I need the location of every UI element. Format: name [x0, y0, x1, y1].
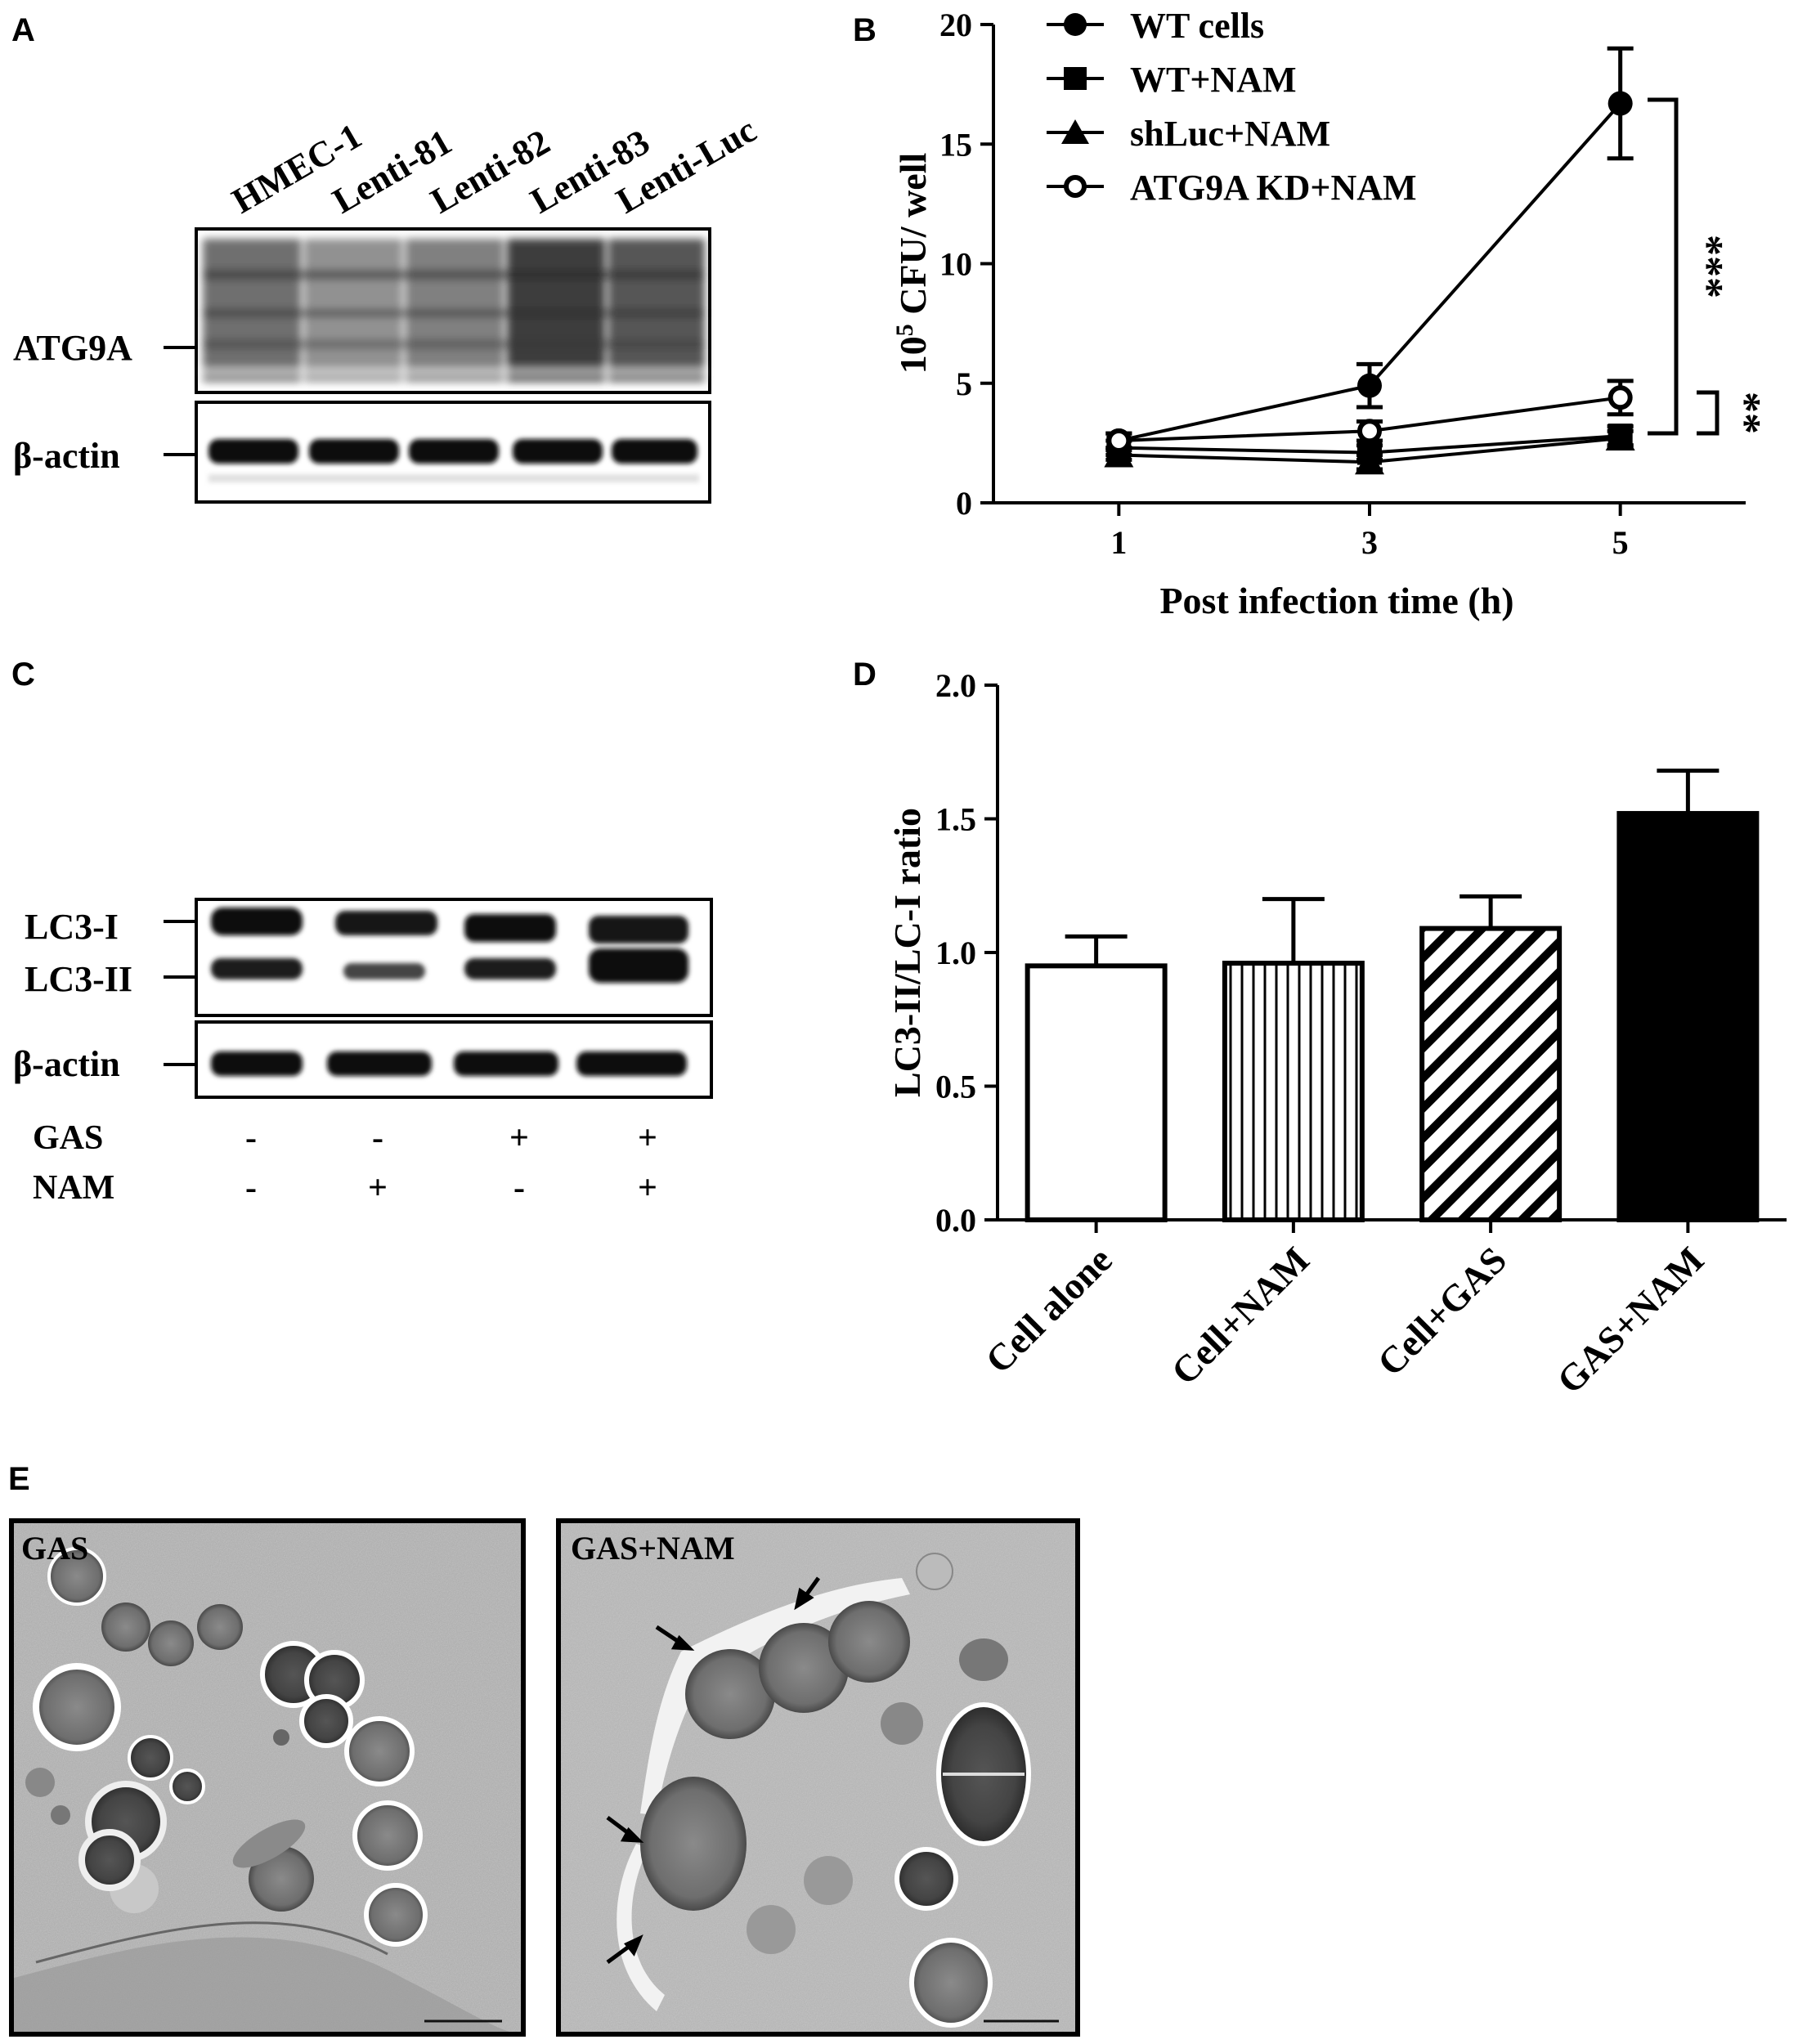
band-label-lc3-ii: LC3-II — [25, 959, 132, 999]
data-point-open-circle — [1607, 385, 1633, 410]
condition-label-nam: NAM — [33, 1169, 114, 1207]
condition-value: - — [372, 1119, 383, 1157]
legend-label: ATG9A KD+NAM — [1130, 168, 1417, 208]
data-point-triangle — [1061, 119, 1089, 144]
legend-label: WT cells — [1130, 6, 1264, 46]
bar — [1025, 963, 1168, 1222]
condition-table: GAS - - + + NAM - + - + — [33, 1119, 657, 1207]
data-point-circle — [1064, 13, 1087, 36]
x-tick-label: Cell alone — [977, 1239, 1119, 1381]
condition-value: - — [245, 1169, 257, 1207]
y-axis-title: LC3-II/LC-I ratio — [886, 808, 928, 1097]
y-tick-label: 5 — [956, 365, 972, 402]
chart-d-bar-plot: 0.0 0.5 1.0 1.5 2.0 LC3-II/LC-I ratio Cell alo… — [886, 667, 1787, 1401]
significance-label: *** — [1684, 235, 1731, 298]
y-axis-title-rest: CFU/ well — [892, 153, 934, 325]
condition-value: + — [368, 1169, 388, 1207]
blot-a-atg9a — [195, 227, 711, 394]
x-tick-label: 5 — [1612, 524, 1629, 561]
x-tick-label: 3 — [1361, 524, 1378, 561]
y-axis-title: 105 CFU/ well — [891, 153, 934, 374]
data-point-triangle — [1605, 424, 1635, 451]
data-point-open-circle — [1106, 428, 1132, 453]
blot-c-lc3 — [195, 898, 713, 1017]
blot-c-actin — [195, 1020, 713, 1099]
band-label-lc3-i: LC3-I — [25, 907, 119, 947]
series-2 — [1104, 424, 1635, 475]
y-tick-label: 0.5 — [935, 1069, 976, 1105]
legend-label: shLuc+NAM — [1130, 114, 1330, 154]
bar — [1616, 810, 1760, 1223]
significance-bracket — [1697, 390, 1720, 436]
data-point-triangle — [1104, 441, 1134, 468]
band-label-actin-a: β-actin — [13, 436, 120, 476]
data-point-circle — [1607, 91, 1633, 116]
panel-letter-c: C — [11, 657, 35, 693]
bar — [1222, 961, 1365, 1222]
panel-letter-e: E — [8, 1461, 30, 1497]
y-tick-label: 1.0 — [935, 935, 976, 971]
series-0 — [1105, 46, 1634, 453]
y-tick-label: 0 — [956, 485, 972, 522]
y-tick-label: 20 — [939, 7, 972, 43]
condition-value: - — [513, 1169, 525, 1207]
y-tick-label: 15 — [939, 126, 972, 163]
blot-a-lane-labels: HMEC-1 Lenti-81 Lenti-82 Lenti-83 Lenti-… — [226, 110, 764, 222]
panel-letter-b: B — [853, 12, 877, 48]
significance-label: ** — [1722, 392, 1769, 434]
condition-value: - — [245, 1119, 257, 1157]
y-axis-title-prefix: 10 — [892, 336, 934, 374]
legend-label: WT+NAM — [1130, 60, 1297, 100]
data-point-square — [1064, 67, 1087, 90]
band-label-actin-c: β-actin — [13, 1044, 120, 1084]
x-tick-label: GAS+NAM — [1549, 1239, 1711, 1401]
data-point-open-circle — [1357, 419, 1382, 444]
panel-letter-a: A — [11, 12, 35, 48]
y-tick-label: 2.0 — [935, 667, 976, 704]
panel-letter-d: D — [853, 657, 877, 693]
condition-value: + — [638, 1119, 657, 1157]
data-point-open-circle — [1064, 175, 1087, 198]
series-3 — [1105, 379, 1634, 453]
x-tick-label: Cell+GAS — [1370, 1239, 1514, 1383]
y-axis-title-sup: 5 — [891, 324, 918, 336]
bar — [1419, 926, 1563, 1222]
y-tick-label: 1.5 — [935, 801, 976, 838]
condition-value: + — [509, 1119, 529, 1157]
legend: WT cells WT+NAM shLuc+NAM ATG9A KD+NAM — [1047, 6, 1417, 208]
em-image-gas: GAS — [9, 1518, 526, 2037]
em-image-gas-nam: GAS+NAM — [556, 1518, 1080, 2037]
band-label-atg9a: ATG9A — [13, 328, 132, 368]
y-tick-label: 10 — [939, 246, 972, 283]
data-point-circle — [1357, 373, 1382, 398]
y-tick-label: 0.0 — [935, 1202, 976, 1239]
x-tick-label: Cell+NAM — [1164, 1239, 1317, 1392]
blot-a-actin — [195, 401, 711, 504]
significance-bracket — [1648, 97, 1679, 436]
em-label-gas-nam: GAS+NAM — [571, 1530, 735, 1567]
condition-value: + — [638, 1169, 657, 1207]
x-axis-title: Post infection time (h) — [1159, 580, 1513, 621]
condition-label-gas: GAS — [33, 1119, 103, 1157]
data-point-triangle — [1355, 448, 1384, 475]
em-label-gas: GAS — [21, 1530, 88, 1567]
x-tick-label: 1 — [1110, 524, 1127, 561]
